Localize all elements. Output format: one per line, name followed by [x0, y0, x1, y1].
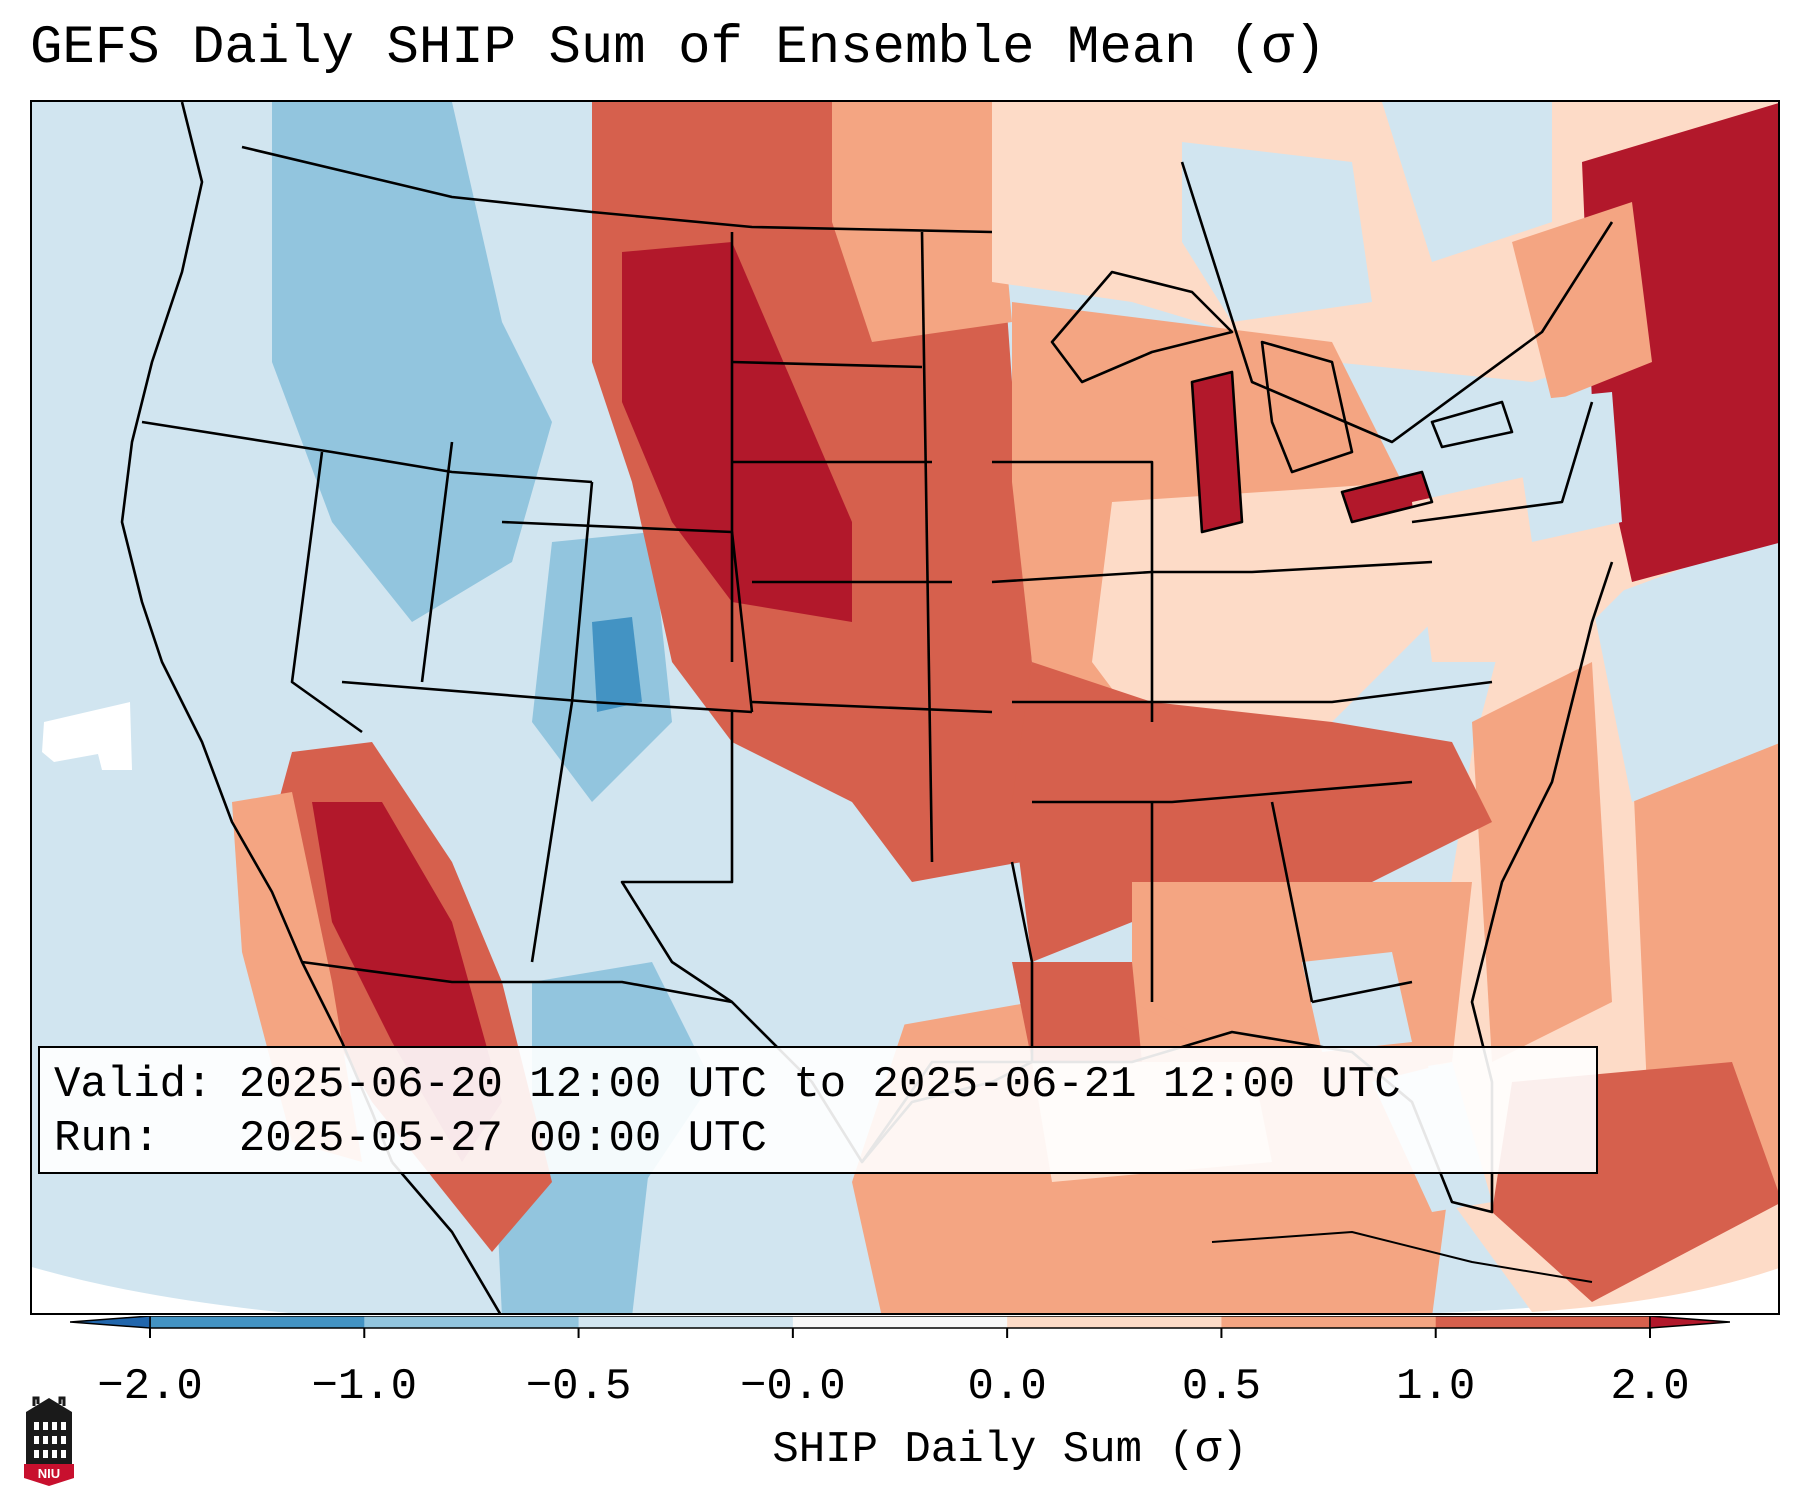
run-label: Run: — [54, 1114, 160, 1164]
valid-value: 2025-06-20 12:00 UTC to 2025-06-21 12:00… — [238, 1060, 1401, 1110]
border-us-mexico — [301, 960, 733, 1004]
colorbar — [70, 1316, 1730, 1338]
colorbar-bin — [1007, 1316, 1222, 1328]
border-states-mid-1 — [991, 560, 1433, 584]
run-value: 2025-05-27 00:00 UTC — [238, 1114, 767, 1164]
colorbar-tick-label: 0.5 — [1181, 1362, 1262, 1412]
lake-erie-outline — [1340, 470, 1434, 524]
region-northern-plains-core — [622, 242, 852, 622]
region-lake-michigan — [1192, 372, 1242, 532]
valid-run-info-box: Valid: 2025-06-20 12:00 UTC to 2025-06-2… — [38, 1046, 1598, 1174]
colorbar-tick-label: −0.0 — [740, 1362, 846, 1412]
region-eastern-pacific — [32, 102, 491, 1313]
region-lower-midwest-pale — [1092, 482, 1432, 742]
colorbar-bin — [578, 1316, 794, 1328]
border-states-west-2 — [290, 451, 363, 734]
region-dakotas-pale — [832, 102, 1012, 342]
colorbar-tick-label: 2.0 — [1610, 1362, 1690, 1412]
border-states-mid-2 — [1012, 680, 1493, 704]
colorbar-tick-label: −2.0 — [97, 1362, 203, 1412]
colorbar-bin — [1435, 1316, 1651, 1328]
region-louisiana-red — [1012, 962, 1142, 1062]
colorbar-tick-label: −0.5 — [525, 1362, 632, 1412]
colorbar-under-triangle — [70, 1316, 151, 1329]
border-states-plains-4 — [751, 700, 993, 714]
region-ne-pale — [1512, 202, 1652, 402]
colorbar-bin — [364, 1316, 580, 1328]
lake-michigan-outline — [1190, 370, 1244, 534]
region-missing-patch — [42, 702, 132, 770]
border-states-west-3 — [420, 441, 454, 683]
border-states-south-3 — [1270, 801, 1314, 1003]
border-states-west-1 — [141, 420, 593, 484]
colorbar-tick-label: −1.0 — [311, 1362, 418, 1412]
colorbar-label: SHIP Daily Sum (σ) — [772, 1425, 1248, 1475]
coastline-west — [120, 102, 394, 1163]
lake-ontario — [1430, 400, 1514, 449]
border-us-canada — [241, 145, 993, 234]
colorbar-over-triangle — [1649, 1316, 1730, 1329]
region-georgia-blue — [1302, 952, 1412, 1052]
colorbar-tick-label: 0.0 — [967, 1362, 1047, 1412]
region-offshore-blue — [1592, 533, 1778, 802]
border-states-plains-1 — [731, 360, 923, 369]
region-quebec-blue — [1382, 102, 1552, 262]
logo-text: NIU — [38, 1466, 60, 1481]
border-states-south-4 — [1311, 980, 1413, 1004]
coastline-cuba — [1211, 1231, 1593, 1283]
colorbar-bin — [792, 1316, 1008, 1328]
lake-superior — [1050, 270, 1234, 384]
colorbar-tick-label: 1.0 — [1396, 1362, 1476, 1412]
chart-title: GEFS Daily SHIP Sum of Ensemble Mean (σ) — [30, 18, 1327, 79]
border-canada-east — [1180, 161, 1614, 444]
region-atlantic-west-band — [1472, 662, 1612, 1062]
border-states-south-1 — [1032, 780, 1413, 804]
valid-label: Valid: — [54, 1060, 213, 1110]
colorbar-bin — [1221, 1316, 1437, 1328]
border-states-west-5 — [530, 481, 594, 963]
region-lake-erie — [1342, 472, 1432, 522]
university-tower-icon: NIU — [24, 1396, 74, 1486]
lake-huron — [1260, 340, 1354, 474]
border-states-ne — [1411, 401, 1594, 524]
region-canada-blue — [1182, 142, 1372, 322]
coastline-mexico — [391, 1161, 502, 1313]
border-states-plains-5 — [920, 231, 934, 863]
boundaries — [120, 102, 1614, 1313]
region-colorado-core — [592, 617, 642, 712]
colorbar-bin — [150, 1316, 365, 1328]
border-states-west-4 — [341, 680, 753, 714]
border-states-midwest — [992, 460, 1154, 722]
region-idaho-rockies — [272, 102, 552, 622]
